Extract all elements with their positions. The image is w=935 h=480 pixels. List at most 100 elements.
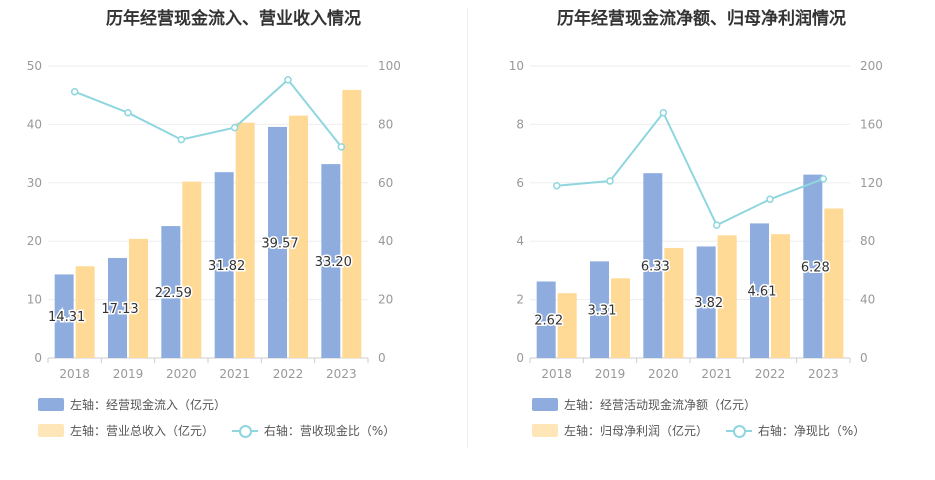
bar-secondary (182, 181, 202, 358)
chart-plot-area: 0 2 4 6 8 10 0 40 80 120 160 200 2018 2019 2020 2021 202… (509, 59, 883, 381)
bar-primary (643, 173, 663, 358)
bar-data-label: 3.31 (588, 304, 617, 319)
x-tick-label: 2019 (595, 367, 626, 381)
y-left-tick-label: 0 (34, 351, 42, 365)
bar-data-label: 22.59 (155, 286, 192, 301)
legend-swatch-bar (532, 398, 558, 411)
chart-panel-cash-inflow: 历年经营现金流入、营业收入情况 0 10 20 30 40 50 0 20 40 60 80 100 2… (0, 0, 467, 480)
legend-swatch-bar (532, 424, 558, 437)
y-right-tick-label: 20 (378, 293, 393, 307)
ratio-point (284, 75, 292, 84)
bar-data-label: 6.33 (641, 260, 670, 275)
y-left-tick-label: 4 (516, 234, 524, 248)
legend-item-net-profit[interactable]: 左轴：归母净利润（亿元） (532, 422, 708, 439)
legend-item-ratio[interactable]: 右轴：营收现金比（%） (231, 422, 396, 439)
x-tick-label: 2021 (219, 367, 250, 381)
bar-secondary (664, 247, 684, 358)
x-tick-label: 2022 (755, 367, 786, 381)
bar-primary (108, 257, 127, 358)
y-left-tick-label: 10 (27, 293, 42, 307)
bar-data-label: 31.82 (208, 259, 245, 274)
legend-label: 右轴：净现比（%） (757, 424, 866, 438)
legend-item-revenue[interactable]: 左轴：营业总收入（亿元） (38, 422, 214, 439)
legend-item-cash-inflow[interactable]: 左轴：经营现金流入（亿元） (38, 396, 226, 413)
legend-item-ratio[interactable]: 右轴：净现比（%） (725, 422, 866, 439)
legend-swatch-line (231, 424, 258, 438)
bar-data-label: 3.82 (694, 296, 723, 311)
y-right-tick-label: 100 (378, 59, 401, 73)
y-right-tick-label: 0 (860, 351, 868, 365)
bar-secondary (289, 115, 308, 358)
chart-plot-area: 0 10 20 30 40 50 0 20 40 60 80 100 2018 2019 2020 2021 2… (27, 59, 401, 381)
x-tick-label: 2023 (808, 367, 839, 381)
bar-primary (696, 246, 716, 358)
legend-label: 左轴：经营现金流入（亿元） (70, 398, 227, 412)
y-right-tick-label: 80 (378, 117, 393, 131)
y-right-tick-label: 60 (378, 176, 393, 190)
ratio-point (819, 175, 828, 183)
bar-data-label: 2.62 (534, 314, 563, 329)
y-left-tick-label: 6 (516, 176, 524, 190)
legend-item-net-cash[interactable]: 左轴：经营活动现金流净额（亿元） (532, 396, 756, 413)
ratio-point (230, 123, 239, 132)
ratio-point (606, 177, 614, 185)
ratio-point (712, 221, 721, 229)
chart-title: 历年经营现金流入、营业收入情况 (106, 9, 361, 29)
y-left-tick-label: 30 (27, 176, 42, 190)
bar-primary (54, 274, 74, 358)
x-tick-label: 2018 (59, 367, 90, 381)
bar-primary (590, 261, 609, 358)
y-right-tick-label: 160 (860, 117, 883, 131)
bar-primary (268, 126, 287, 359)
y-left-tick-label: 10 (509, 59, 524, 73)
bar-primary (161, 226, 181, 358)
y-left-tick-label: 20 (27, 234, 42, 248)
y-left-tick-label: 8 (516, 117, 524, 131)
ratio-line (556, 110, 824, 227)
ratio-point (659, 108, 668, 117)
bar-data-label: 17.13 (101, 302, 138, 317)
bar-secondary (611, 278, 630, 358)
chart-title: 历年经营现金流净额、归母净利润情况 (557, 9, 846, 29)
y-right-tick-label: 120 (860, 176, 883, 190)
y-right-tick-label: 80 (860, 234, 875, 248)
bar-data-label: 6.28 (801, 260, 830, 275)
ratio-point (766, 195, 774, 204)
ratio-point (70, 87, 79, 96)
bar-secondary (771, 234, 790, 358)
y-right-tick-label: 0 (378, 351, 386, 365)
x-tick-label: 2020 (648, 367, 679, 381)
legend-row-1: 左轴：经营活动现金流净额（亿元） (532, 396, 770, 414)
bar-primary (536, 281, 556, 358)
bar-primary (750, 223, 769, 358)
legend-row-2: 左轴：营业总收入（亿元） 右轴：营收现金比（%） (38, 422, 409, 440)
chart-panel-net-cash: 历年经营现金流净额、归母净利润情况 0 2 4 6 8 10 0 40 80 120 160 200 2… (468, 0, 935, 480)
ratio-point (337, 143, 346, 151)
x-tick-label: 2021 (701, 367, 732, 381)
bar-secondary (717, 235, 737, 358)
legend-swatch-bar (38, 424, 64, 437)
legend-label: 左轴：经营活动现金流净额（亿元） (564, 398, 757, 412)
ratio-line (74, 78, 343, 148)
y-left-tick-label: 0 (516, 351, 524, 365)
legend-row-1: 左轴：经营现金流入（亿元） (38, 396, 240, 414)
y-right-tick-label: 40 (860, 293, 875, 307)
panel-divider (467, 8, 468, 448)
y-left-tick-label: 50 (27, 59, 42, 73)
y-left-tick-label: 2 (516, 293, 524, 307)
ratio-point (552, 181, 561, 190)
legend-label: 左轴：归母净利润（亿元） (564, 424, 709, 438)
bar-secondary (75, 266, 95, 358)
bar-secondary (129, 238, 148, 358)
y-right-tick-label: 200 (860, 59, 883, 73)
ratio-point (124, 108, 132, 117)
legend-label: 右轴：营收现金比（%） (263, 424, 396, 438)
bar-data-label: 4.61 (748, 285, 777, 300)
x-tick-label: 2018 (541, 367, 572, 381)
legend-swatch-bar (38, 398, 64, 411)
x-tick-label: 2023 (326, 367, 357, 381)
bar-primary (803, 174, 823, 358)
ratio-point (177, 135, 186, 144)
bar-secondary (342, 89, 362, 358)
y-left-tick-label: 40 (27, 117, 42, 131)
